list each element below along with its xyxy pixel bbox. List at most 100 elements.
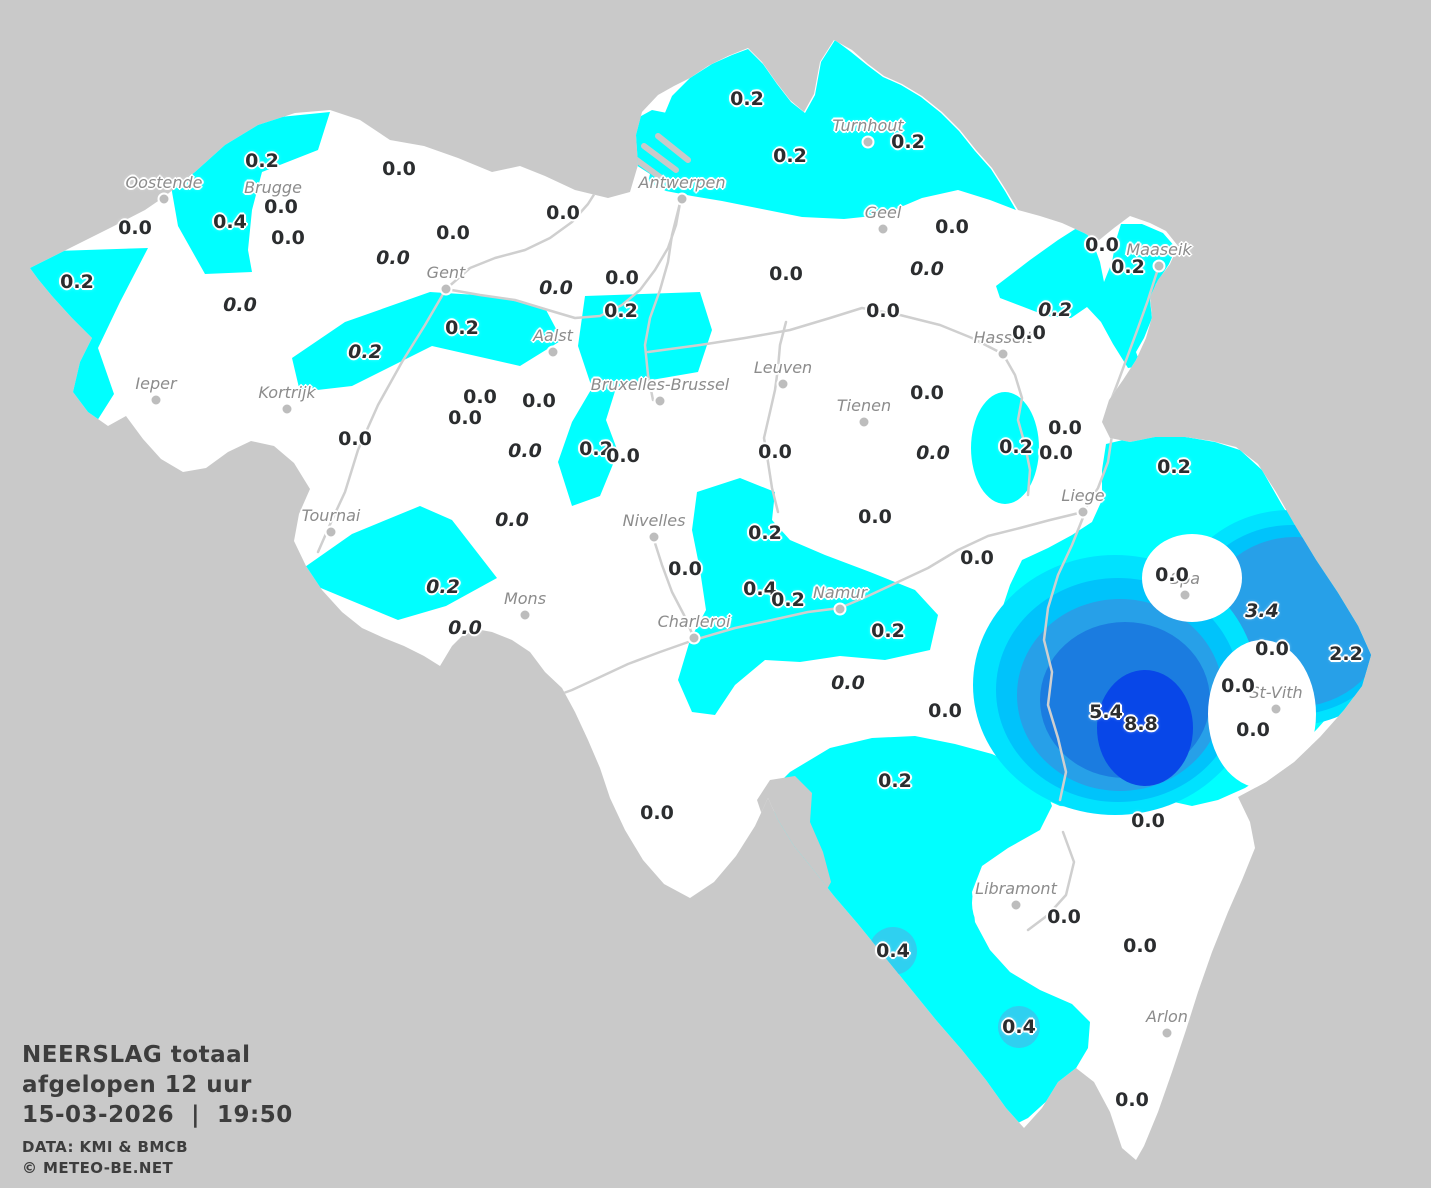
- precip-value: 0.0: [338, 428, 372, 450]
- map-title-line2: afgelopen 12 uur: [22, 1072, 252, 1098]
- precip-value: 0.4: [743, 578, 777, 600]
- city-dot-namur: [833, 602, 847, 616]
- city-label-spa: Spa: [1169, 569, 1201, 588]
- precip-value: 0.2: [891, 131, 925, 153]
- city-dot-brugge: [266, 197, 280, 211]
- map-title-line1: NEERSLAG totaal: [22, 1042, 251, 1068]
- precip-value: 0.0: [769, 263, 803, 285]
- precip-value: 0.0: [508, 440, 542, 462]
- river-line-7: [1081, 264, 1161, 514]
- contour-libramont-hole: [972, 845, 1132, 961]
- precip-value: 2.2: [1329, 643, 1363, 665]
- precip-value: 0.0: [1047, 906, 1081, 928]
- map-copyright: © METEO-BE.NET: [22, 1159, 174, 1177]
- contour-stvith-hole: [1208, 640, 1316, 788]
- precip-value: 0.0: [264, 196, 298, 218]
- precip-value: 0.2: [348, 341, 382, 363]
- precip-value: 0.2: [878, 770, 912, 792]
- title-spacer: [22, 1130, 293, 1137]
- contour-core-max: [1097, 670, 1193, 786]
- city-dot-spa: [1178, 588, 1192, 602]
- precip-value: 0.0: [910, 258, 944, 280]
- city-label-bruxelles-brussel: Bruxelles-Brussel: [590, 375, 730, 394]
- contour-tournai-band: [292, 506, 497, 620]
- city-label-charleroi: Charleroi: [657, 612, 731, 631]
- contour-kempen: [648, 40, 1016, 219]
- precip-value: 0.2: [1157, 456, 1191, 478]
- precip-value: 0.0: [1255, 638, 1289, 660]
- precip-value: 0.0: [640, 802, 674, 824]
- precip-value: 0.0: [960, 547, 994, 569]
- city-dot-geel: [876, 222, 890, 236]
- river-line-2: [444, 201, 682, 320]
- river-line-10: [1026, 830, 1076, 932]
- city-label-hasselt: Hasselt: [973, 328, 1033, 347]
- precip-value: 0.2: [245, 150, 279, 172]
- city-label-kortrijk: Kortrijk: [258, 383, 316, 402]
- precip-value: 0.4: [1002, 1016, 1036, 1038]
- precip-value: 0.2: [1038, 299, 1072, 321]
- city-label-tournai: Tournai: [301, 506, 361, 525]
- precip-value: 0.2: [871, 620, 905, 642]
- map-title-datetime: 15-03-2026 | 19:50: [22, 1102, 293, 1128]
- harbor-dock-1: [641, 143, 679, 173]
- city-dot-ieper: [149, 393, 163, 407]
- river-line-1: [316, 287, 448, 554]
- river-line-8: [548, 638, 696, 700]
- precip-value: 0.0: [866, 300, 900, 322]
- precip-value: 0.2: [604, 300, 638, 322]
- city-dot-libramont: [1009, 898, 1023, 912]
- city-label-liege: Liege: [1061, 486, 1105, 505]
- city-dot-liege: [1076, 505, 1090, 519]
- precip-value: 0.0: [463, 386, 497, 408]
- contour-gent-band: [292, 292, 562, 392]
- city-dot-st-vith: [1269, 702, 1283, 716]
- contour-charleroi-namur: [678, 478, 938, 715]
- precip-value: 0.0: [1155, 564, 1189, 586]
- precip-value: 0.0: [1236, 719, 1270, 741]
- harbor-dock-0: [631, 155, 667, 183]
- precip-value: 0.2: [999, 436, 1033, 458]
- precip-value: 3.4: [1245, 600, 1279, 622]
- city-dot-mons: [518, 608, 532, 622]
- precip-value: 0.2: [748, 522, 782, 544]
- city-dot-antwerpen: [675, 192, 689, 206]
- precip-value: 0.0: [448, 407, 482, 429]
- city-label-aalst: Aalst: [533, 326, 573, 345]
- city-label-geel: Geel: [864, 203, 902, 222]
- precip-value: 0.0: [546, 202, 580, 224]
- city-label-namur: Namur: [812, 583, 868, 602]
- city-label-mons: Mons: [503, 589, 547, 608]
- city-label-st-vith: St-Vith: [1249, 683, 1303, 702]
- precip-value: 0.0: [1012, 322, 1046, 344]
- contour-limburg-chevron: [996, 224, 1176, 368]
- precip-value: 0.0: [1123, 935, 1157, 957]
- contour-sint-truiden: [971, 392, 1039, 504]
- precip-value: 0.0: [495, 509, 529, 531]
- precip-value: 0.0: [539, 277, 573, 299]
- precip-value: 5.4: [1089, 701, 1123, 723]
- precip-value: 0.2: [1111, 256, 1145, 278]
- river-line-11: [762, 320, 788, 514]
- precip-value: 0.0: [916, 442, 950, 464]
- precip-value: 0.2: [60, 271, 94, 293]
- precip-value: 0.0: [1115, 1089, 1149, 1111]
- precip-value: 0.0: [223, 294, 257, 316]
- precip-value: 0.0: [858, 506, 892, 528]
- precip-value: 0.2: [730, 88, 764, 110]
- precip-value: 0.4: [213, 211, 247, 233]
- contour-spa-hole: [1142, 534, 1242, 622]
- city-dot-tienen: [857, 415, 871, 429]
- precip-value: 0.0: [606, 445, 640, 467]
- precip-value: 0.0: [605, 267, 639, 289]
- city-label-leuven: Leuven: [753, 358, 813, 377]
- city-dot-hasselt: [996, 347, 1010, 361]
- precip-value: 0.0: [436, 222, 470, 244]
- map-data-source: DATA: KMI & BMCB: [22, 1138, 188, 1156]
- city-dot-charleroi: [687, 631, 701, 645]
- precip-value: 0.0: [758, 441, 792, 463]
